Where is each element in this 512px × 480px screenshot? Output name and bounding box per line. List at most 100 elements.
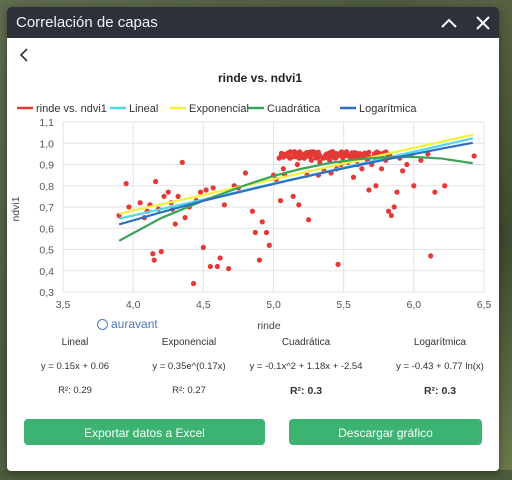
data-point: [388, 212, 394, 219]
chart-legend: rinde vs. ndvi1 Lineal Exponencial Cuadráti…: [17, 103, 417, 115]
data-point: [315, 155, 321, 161]
data-point: [312, 149, 318, 155]
trend-line-logaritmica: [118, 141, 473, 226]
data-point: [221, 202, 227, 208]
data-point: [137, 200, 143, 206]
chevron-up-icon: [441, 18, 457, 28]
data-point: [179, 159, 185, 165]
x-tick-label: 3,5: [56, 299, 71, 311]
export-excel-button[interactable]: Exportar datos a Excel: [24, 419, 265, 445]
collapse-button[interactable]: [437, 11, 461, 35]
legend-label: Cuadrática: [267, 103, 321, 115]
y-tick-label: 0,3: [39, 287, 54, 299]
data-point: [126, 204, 132, 210]
data-point: [165, 189, 171, 195]
stat-r2: R²: 0.29: [58, 385, 92, 396]
data-point: [256, 257, 263, 263]
auravant-watermark: auravant: [97, 317, 158, 331]
x-axis-label: rinde: [257, 320, 281, 332]
data-point: [151, 257, 157, 263]
data-point: [385, 208, 392, 214]
data-point: [418, 157, 424, 163]
correlation-chart: rinde vs. ndvi1 rinde vs. ndvi1 Lineal Exp…: [7, 63, 499, 338]
data-point: [296, 202, 302, 208]
data-point: [284, 150, 290, 156]
data-point: [153, 178, 159, 185]
data-point: [304, 150, 310, 157]
stat-r2: R²: 0.27: [172, 385, 206, 396]
data-point: [366, 187, 372, 193]
data-point: [197, 189, 204, 195]
data-point: [158, 249, 164, 255]
stat-equation: y = -0.1x^2 + 1.18x + -2.54: [249, 361, 363, 372]
data-point: [366, 149, 372, 155]
data-point: [287, 154, 293, 160]
map-background-bottom: [0, 470, 512, 480]
chevron-left-icon: [19, 48, 28, 62]
data-point: [259, 219, 265, 225]
data-point: [242, 170, 249, 176]
data-point: [411, 183, 417, 189]
data-point: [214, 263, 220, 270]
y-tick-label: 0,9: [39, 160, 54, 172]
data-point: [207, 263, 213, 270]
data-point: [329, 151, 335, 158]
stat-equation: y = 0.35e^(0.17x): [152, 361, 226, 372]
back-button[interactable]: [15, 45, 35, 65]
data-point: [290, 193, 296, 199]
data-point: [203, 187, 209, 193]
x-tick-label: 4,5: [196, 299, 211, 311]
close-button[interactable]: [471, 11, 495, 35]
data-point: [335, 261, 341, 267]
scatter-chart-svg: rinde vs. ndvi1 rinde vs. ndvi1 Lineal Exp…: [10, 71, 492, 332]
download-chart-button[interactable]: Descargar gráfico: [289, 419, 482, 445]
trend-line-exponencial: [118, 133, 474, 215]
chart-grid: [62, 121, 485, 293]
data-point: [291, 149, 297, 155]
chart-title: rinde vs. ndvi1: [218, 71, 302, 85]
stat-name: Cuadrática: [281, 337, 331, 348]
y-tick-label: 0,8: [39, 181, 54, 193]
legend-label: rinde vs. ndvi1: [36, 103, 107, 115]
legend-label: Lineal: [129, 103, 158, 115]
data-point: [123, 181, 129, 187]
data-point: [217, 255, 223, 261]
data-point: [294, 161, 300, 168]
close-icon: [476, 16, 490, 30]
trend-lines: [118, 133, 474, 242]
data-point: [277, 198, 284, 204]
data-point: [190, 280, 197, 287]
data-point: [175, 193, 181, 199]
stat-name: Exponencial: [161, 337, 217, 348]
auravant-logo-icon: [97, 318, 108, 330]
data-point: [280, 166, 286, 172]
data-point: [400, 168, 406, 174]
data-point: [345, 153, 351, 159]
y-axis-ticks: 0,3 0,4 0,5 0,6 0,7 0,8 0,9 1,0 1,1: [39, 117, 54, 299]
data-point: [321, 155, 327, 161]
layer-correlation-window: Correlación de capas rinde vs. ndvi1 rin…: [7, 7, 499, 471]
data-point: [442, 183, 448, 189]
y-tick-label: 0,7: [39, 202, 54, 214]
stat-equation: y = 0.15x + 0.06: [40, 361, 110, 372]
y-axis-label: ndvi1: [10, 196, 22, 221]
data-point: [404, 161, 410, 168]
data-point: [359, 166, 365, 172]
legend-label: Exponencial: [189, 103, 249, 115]
map-background-right: [498, 0, 512, 480]
y-tick-label: 1,0: [39, 138, 54, 150]
data-point: [307, 153, 314, 159]
y-tick-label: 0,4: [39, 266, 54, 278]
data-point: [252, 229, 258, 236]
x-tick-label: 5,0: [266, 299, 281, 311]
y-tick-label: 0,5: [39, 245, 54, 257]
data-point: [172, 221, 178, 227]
data-point: [391, 204, 397, 210]
x-tick-label: 6,5: [477, 299, 492, 311]
data-point: [471, 153, 477, 159]
window-titlebar: Correlación de capas: [7, 7, 499, 38]
data-point: [263, 229, 270, 236]
x-tick-label: 4,0: [126, 299, 141, 311]
data-point: [428, 253, 434, 259]
data-point: [249, 208, 256, 214]
